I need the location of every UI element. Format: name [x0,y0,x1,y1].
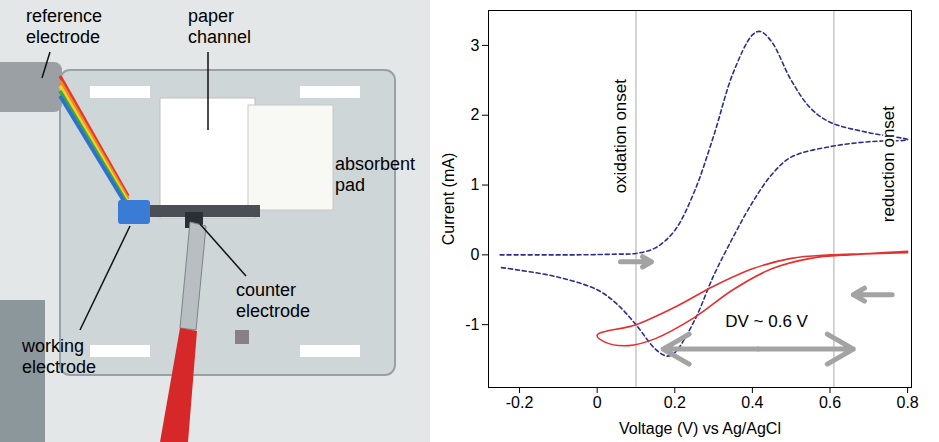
svg-text:oxidation onset: oxidation onset [611,79,630,194]
svg-text:workingelectrode: workingelectrode [21,336,96,377]
svg-text:-1: -1 [465,316,479,333]
svg-text:reduction onset: reduction onset [879,106,898,223]
svg-text:Voltage (V) vs Ag/AgCl: Voltage (V) vs Ag/AgCl [619,420,781,437]
svg-text:0: 0 [471,246,480,263]
svg-text:0.8: 0.8 [896,394,918,411]
svg-text:0.2: 0.2 [664,394,686,411]
svg-text:2: 2 [471,106,480,123]
svg-text:0.4: 0.4 [741,394,763,411]
svg-text:-0.2: -0.2 [506,394,534,411]
svg-text:0.6: 0.6 [819,394,841,411]
svg-text:paperchannel: paperchannel [188,6,251,47]
svg-text:DV ~ 0.6 V: DV ~ 0.6 V [725,312,808,331]
svg-text:1: 1 [471,176,480,193]
svg-text:Current (mA): Current (mA) [440,153,457,245]
svg-text:0: 0 [593,394,602,411]
svg-text:counterelectrode: counterelectrode [236,280,310,321]
svg-text:3: 3 [471,37,480,54]
svg-text:referenceelectrode: referenceelectrode [26,6,102,47]
svg-text:absorbentpad: absorbentpad [335,154,415,195]
